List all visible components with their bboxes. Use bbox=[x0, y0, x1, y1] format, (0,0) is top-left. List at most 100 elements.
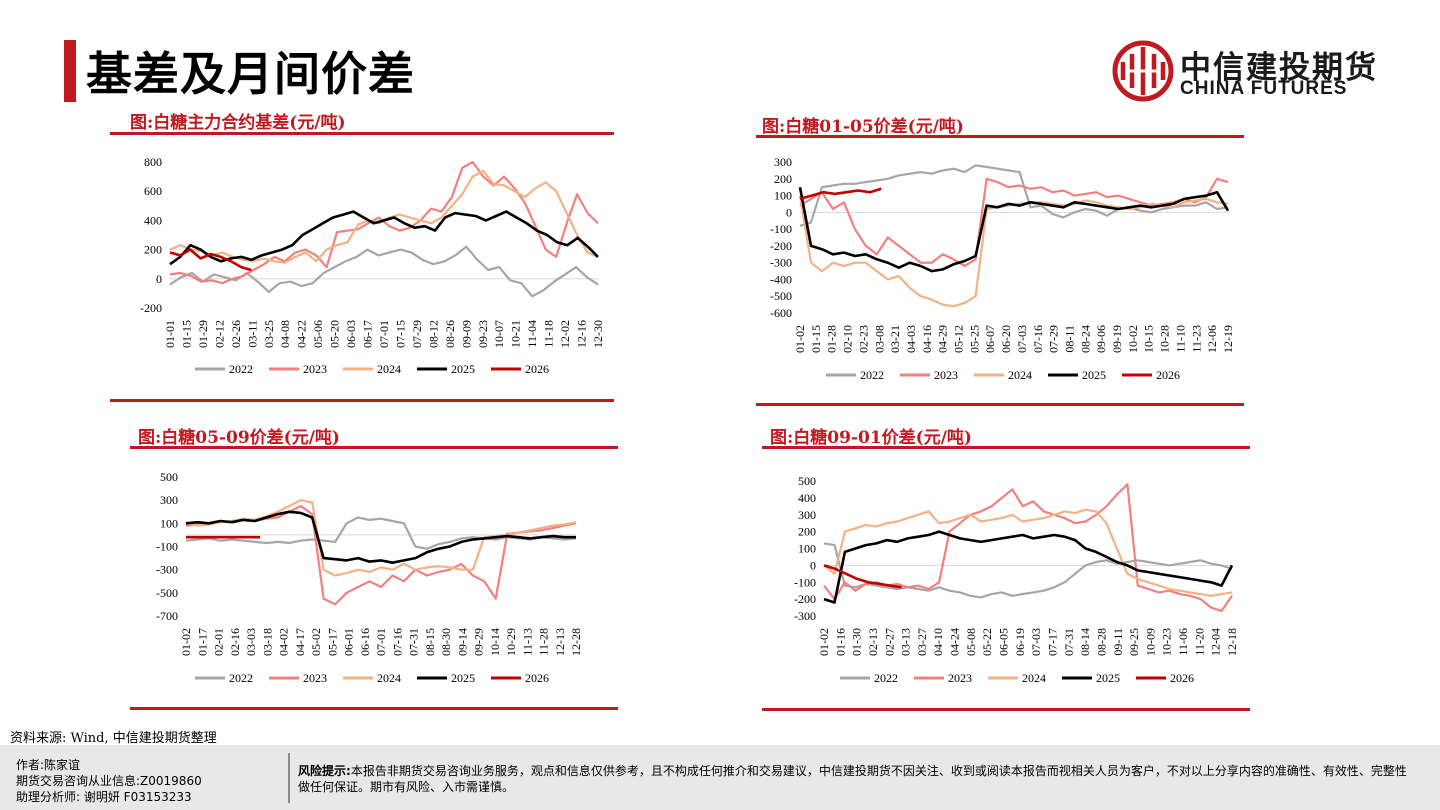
spread0105-x-tick-label: 03-21 bbox=[888, 325, 902, 353]
spread0509-x-tick-label: 01-17 bbox=[195, 628, 209, 656]
spread0901-x-tick-label: 07-31 bbox=[1062, 628, 1076, 656]
spread0509-x-tick-label: 12-28 bbox=[569, 628, 583, 656]
basis-y-tick-label: -200 bbox=[140, 301, 162, 315]
company-logo: 中信建投期货 CHINA FUTURES bbox=[1112, 40, 1382, 102]
spread0901-y-tick-label: 100 bbox=[798, 542, 816, 556]
spread0509-chart: -700 -500 -300 -100 100 300 500 01-02 01-17 02-01… bbox=[156, 470, 583, 685]
spread0901-x-tick-label: 07-17 bbox=[1045, 628, 1059, 656]
footer-separator bbox=[288, 753, 290, 803]
spread0105-x-tick-label: 02-23 bbox=[856, 325, 870, 353]
basis-x-tick-label: 07-29 bbox=[410, 320, 424, 348]
spread0105-x-tick-label: 10-15 bbox=[1142, 325, 1156, 353]
spread0105-x-tick-label: 04-16 bbox=[920, 325, 934, 353]
spread0105-x-tick-label: 04-03 bbox=[904, 325, 918, 353]
page-title: 基差及月间价差 bbox=[86, 47, 415, 101]
spread0105-x-tick-label: 10-28 bbox=[1158, 325, 1172, 353]
basis-x-tick-label: 02-12 bbox=[212, 320, 226, 348]
spread0509-x-tick-label: 06-01 bbox=[342, 628, 356, 656]
footer-author: 作者:陈家谊 bbox=[16, 758, 81, 772]
spread0901-x-tick-label: 03-27 bbox=[915, 628, 929, 656]
spread0901-series-2026-line bbox=[823, 564, 902, 589]
spread0901-x-tick-label: 04-24 bbox=[948, 628, 962, 656]
basis-chart: -200 0 200 400 600 800 01-01 01-15 01-29 02-12 02-… bbox=[140, 155, 605, 376]
footer-assistant: 助理分析师: 谢明妍 F03153233 bbox=[16, 790, 192, 804]
spread0509-legend-label-2022: 2022 bbox=[229, 671, 253, 685]
spread0509-y-tick-label: 300 bbox=[160, 493, 178, 507]
spread0105-x-tick-label: 01-15 bbox=[809, 325, 823, 353]
spread0509-x-tick-label: 04-02 bbox=[277, 628, 291, 656]
spread0509-x-tick-label: 07-01 bbox=[374, 628, 388, 656]
spread0509-y-tick-label: 100 bbox=[160, 516, 178, 530]
spread0105-x-tick-label: 09-19 bbox=[1110, 325, 1124, 353]
spread0901-x-tick-label: 01-30 bbox=[850, 628, 864, 656]
china-futures-emblem-icon bbox=[1112, 40, 1174, 102]
basis-legend-label-2023: 2023 bbox=[303, 362, 327, 376]
spread0509-x-tick-label: 02-16 bbox=[228, 628, 242, 656]
spread0901-legend-label-2026: 2026 bbox=[1170, 671, 1194, 685]
logo-chinese-text: 中信建投期货 bbox=[1180, 50, 1378, 86]
basis-x-tick-label: 05-06 bbox=[311, 320, 325, 348]
spread0901-x-tick-label: 11-20 bbox=[1192, 628, 1206, 656]
spread0901-series-2022-line bbox=[823, 542, 1233, 599]
spread0105-legend-label-2025: 2025 bbox=[1082, 368, 1106, 382]
spread0509-chart-title: 图:白糖05-09价差(元/吨) bbox=[138, 428, 340, 448]
basis-x-tick-label: 01-29 bbox=[196, 320, 210, 348]
spread0509-x-tick-label: 03-18 bbox=[260, 628, 274, 656]
spread0509-legend-label-2024: 2024 bbox=[377, 671, 401, 685]
spread0901-x-tick-label: 03-13 bbox=[899, 628, 913, 656]
spread0509-x-tick-label: 06-16 bbox=[358, 628, 372, 656]
data-source-note: 资料来源: Wind, 中信建投期货整理 bbox=[10, 731, 217, 746]
basis-series-2026-line bbox=[169, 248, 252, 272]
spread0901-y-tick-label: -100 bbox=[794, 575, 816, 589]
basis-y-tick-label: 400 bbox=[144, 213, 162, 227]
spread0509-x-tick-label: 10-29 bbox=[504, 628, 518, 656]
spread0509-x-tick-label: 09-29 bbox=[472, 628, 486, 656]
spread0105-y-tick-label: -200 bbox=[770, 239, 792, 253]
spread0901-x-tick-label: 06-05 bbox=[997, 628, 1011, 656]
basis-x-tick-label: 12-30 bbox=[591, 320, 605, 348]
spread0105-x-tick-label: 07-03 bbox=[1015, 325, 1029, 353]
basis-x-tick-label: 05-20 bbox=[328, 320, 342, 348]
spread0105-y-tick-label: -400 bbox=[770, 272, 792, 286]
spread0509-legend-label-2026: 2026 bbox=[525, 671, 549, 685]
basis-x-tick-label: 11-18 bbox=[542, 320, 556, 348]
spread0901-legend-label-2023: 2023 bbox=[948, 671, 972, 685]
spread0901-x-tick-label: 09-25 bbox=[1127, 628, 1141, 656]
spread0105-x-tick-label: 06-20 bbox=[999, 325, 1013, 353]
spread0105-x-tick-label: 12-06 bbox=[1205, 325, 1219, 353]
spread0105-x-tick-label: 02-10 bbox=[841, 325, 855, 353]
spread0901-series-2024-line bbox=[823, 508, 1233, 597]
spread0105-legend-label-2023: 2023 bbox=[934, 368, 958, 382]
spread0105-y-tick-label: 0 bbox=[786, 205, 792, 219]
basis-bottom-rule bbox=[110, 399, 614, 402]
spread0901-x-tick-label: 06-19 bbox=[1013, 628, 1027, 656]
basis-chart-title: 图:白糖主力合约基差(元/吨) bbox=[130, 113, 346, 133]
spread0105-y-tick-label: -600 bbox=[770, 306, 792, 320]
spread0509-legend-label-2023: 2023 bbox=[303, 671, 327, 685]
spread0901-x-tick-label: 02-27 bbox=[882, 628, 896, 656]
spread0105-series-2026-line bbox=[799, 187, 882, 201]
basis-x-tick-label: 08-26 bbox=[443, 320, 457, 348]
spread0105-legend-label-2024: 2024 bbox=[1008, 368, 1032, 382]
basis-x-tick-label: 07-15 bbox=[393, 320, 407, 348]
spread0901-y-tick-label: 200 bbox=[798, 525, 816, 539]
spread0105-x-tick-label: 06-07 bbox=[983, 325, 997, 353]
spread0105-x-tick-label: 11-10 bbox=[1173, 325, 1187, 353]
spread0901-legend-label-2024: 2024 bbox=[1022, 671, 1046, 685]
spread0509-y-tick-label: -100 bbox=[156, 540, 178, 554]
spread0509-x-tick-label: 11-28 bbox=[537, 628, 551, 656]
spread0901-x-tick-label: 11-06 bbox=[1176, 628, 1190, 656]
spread0509-x-tick-label: 03-03 bbox=[244, 628, 258, 656]
spread0509-series-2025-line bbox=[185, 510, 576, 565]
spread0901-x-tick-label: 01-16 bbox=[833, 628, 847, 656]
basis-x-tick-label: 04-08 bbox=[278, 320, 292, 348]
footer: 作者:陈家谊 期货交易咨询从业信息:Z0019860 助理分析师: 谢明妍 F0… bbox=[0, 745, 1440, 810]
basis-x-tick-label: 08-12 bbox=[426, 320, 440, 348]
spread0901-y-tick-label: 300 bbox=[798, 508, 816, 522]
spread0105-bottom-rule bbox=[756, 403, 1244, 406]
spread0105-x-tick-label: 10-02 bbox=[1126, 325, 1140, 353]
spread0105-x-tick-label: 03-08 bbox=[872, 325, 886, 353]
spread0105-y-tick-label: -300 bbox=[770, 256, 792, 270]
spread0509-x-tick-label: 08-15 bbox=[423, 628, 437, 656]
